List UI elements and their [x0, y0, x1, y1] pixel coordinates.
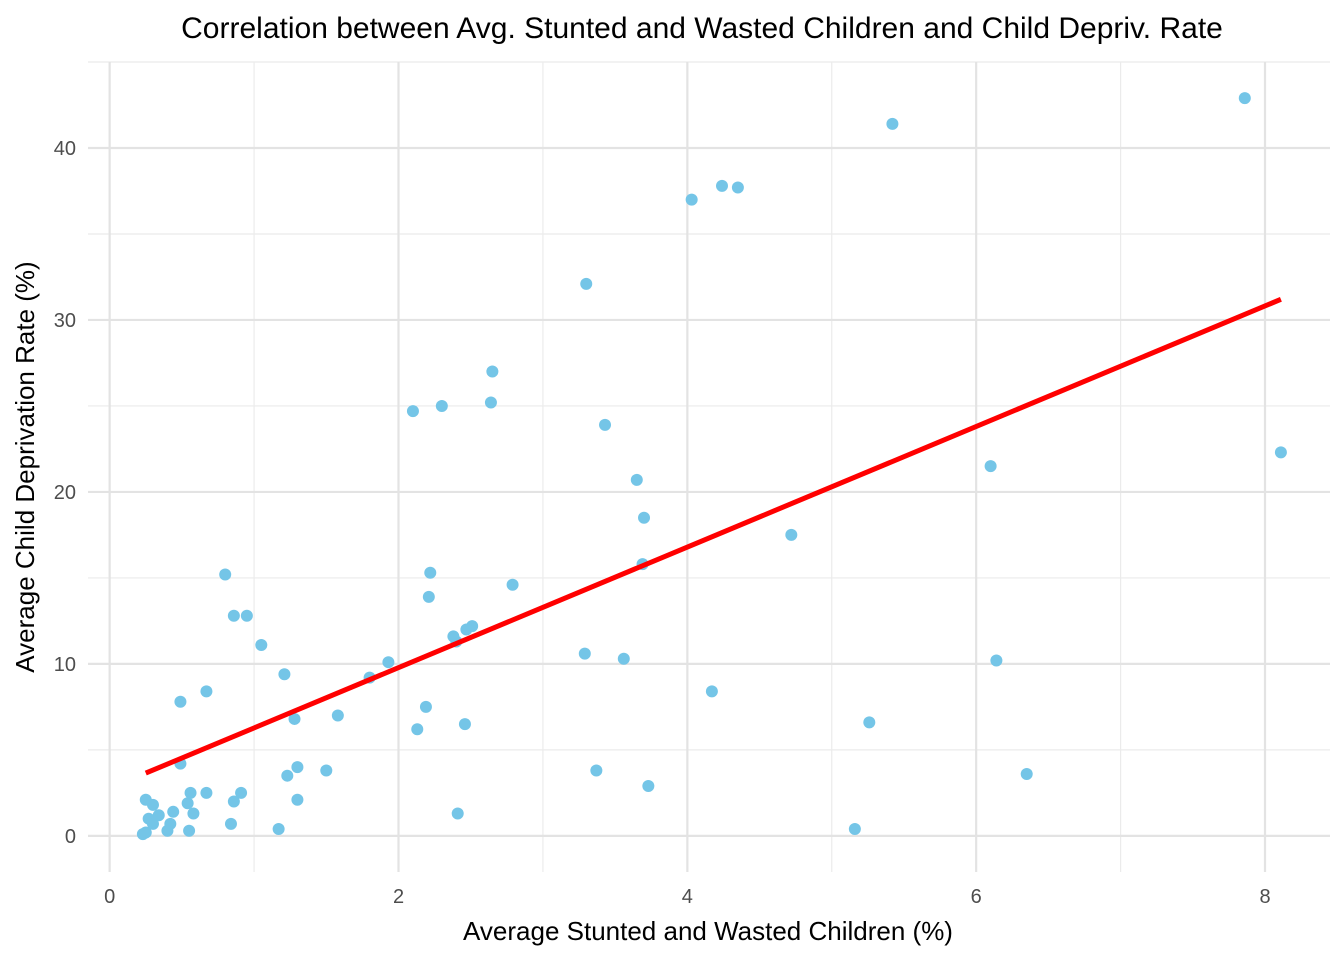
data-point [167, 805, 180, 818]
data-point [705, 685, 718, 698]
data-point [187, 807, 200, 820]
data-point [642, 780, 655, 793]
data-point [200, 685, 213, 698]
data-point [1274, 446, 1287, 459]
data-point [466, 620, 479, 633]
data-point [848, 823, 861, 836]
x-tick-label: 2 [393, 886, 404, 908]
data-point [785, 528, 798, 541]
x-axis-title: Average Stunted and Wasted Children (%) [463, 916, 953, 946]
data-point [578, 647, 591, 660]
data-point [411, 723, 424, 736]
data-point [486, 365, 499, 378]
data-point [458, 718, 471, 731]
data-point [435, 399, 448, 412]
data-point [984, 460, 997, 473]
data-point [990, 654, 1003, 667]
data-point [235, 786, 248, 799]
data-point [219, 568, 232, 581]
data-point [181, 797, 194, 810]
data-point [731, 181, 744, 194]
data-point [424, 566, 437, 579]
data-point [590, 764, 603, 777]
data-point [320, 764, 333, 777]
data-point [331, 709, 344, 722]
x-tick-label: 4 [682, 886, 693, 908]
data-point [272, 823, 285, 836]
y-tick-label: 40 [54, 138, 76, 160]
x-tick-label: 8 [1259, 886, 1270, 908]
x-tick-label: 0 [104, 886, 115, 908]
data-point [278, 668, 291, 681]
data-point [419, 700, 432, 713]
data-point [281, 769, 294, 782]
trend-line [144, 297, 1282, 776]
data-point [152, 809, 165, 822]
trend-line-group [144, 297, 1282, 776]
data-point [288, 712, 301, 725]
data-point [255, 638, 268, 651]
data-point [484, 396, 497, 409]
data-point [240, 609, 253, 622]
y-axis-title: Average Child Deprivation Rate (%) [10, 261, 40, 672]
data-point [685, 193, 698, 206]
data-point [146, 817, 159, 830]
data-point [580, 277, 593, 290]
data-point [164, 817, 177, 830]
y-tick-label: 20 [54, 482, 76, 504]
y-tick-label: 10 [54, 654, 76, 676]
data-point [174, 695, 187, 708]
data-point [422, 590, 435, 603]
major-gridlines [88, 62, 1330, 872]
chart-title: Correlation between Avg. Stunted and Was… [181, 12, 1223, 45]
data-point [224, 817, 237, 830]
data-point [451, 807, 464, 820]
y-tick-label: 0 [65, 826, 76, 848]
data-point [617, 652, 630, 665]
data-point [1020, 767, 1033, 780]
data-point [863, 716, 876, 729]
data-points [136, 92, 1287, 841]
data-point [227, 795, 240, 808]
data-point [184, 786, 197, 799]
data-point [227, 609, 240, 622]
data-point [382, 656, 395, 669]
data-point [506, 578, 519, 591]
minor-gridlines [88, 61, 1330, 872]
data-point [200, 786, 213, 799]
data-point [630, 473, 643, 486]
y-tick-label: 30 [54, 310, 76, 332]
data-point [886, 117, 899, 130]
data-point [291, 793, 304, 806]
x-tick-label: 6 [971, 886, 982, 908]
data-point [146, 798, 159, 811]
data-point [638, 511, 651, 524]
data-point [1238, 92, 1251, 105]
data-point [599, 418, 612, 431]
data-point [183, 824, 196, 837]
data-point [139, 826, 152, 839]
x-axis-ticks: 0 2 4 6 8 [104, 886, 1270, 908]
data-point [291, 761, 304, 774]
data-point [406, 405, 419, 418]
y-axis-ticks: 0 10 20 30 40 [54, 138, 76, 848]
data-point [715, 179, 728, 192]
